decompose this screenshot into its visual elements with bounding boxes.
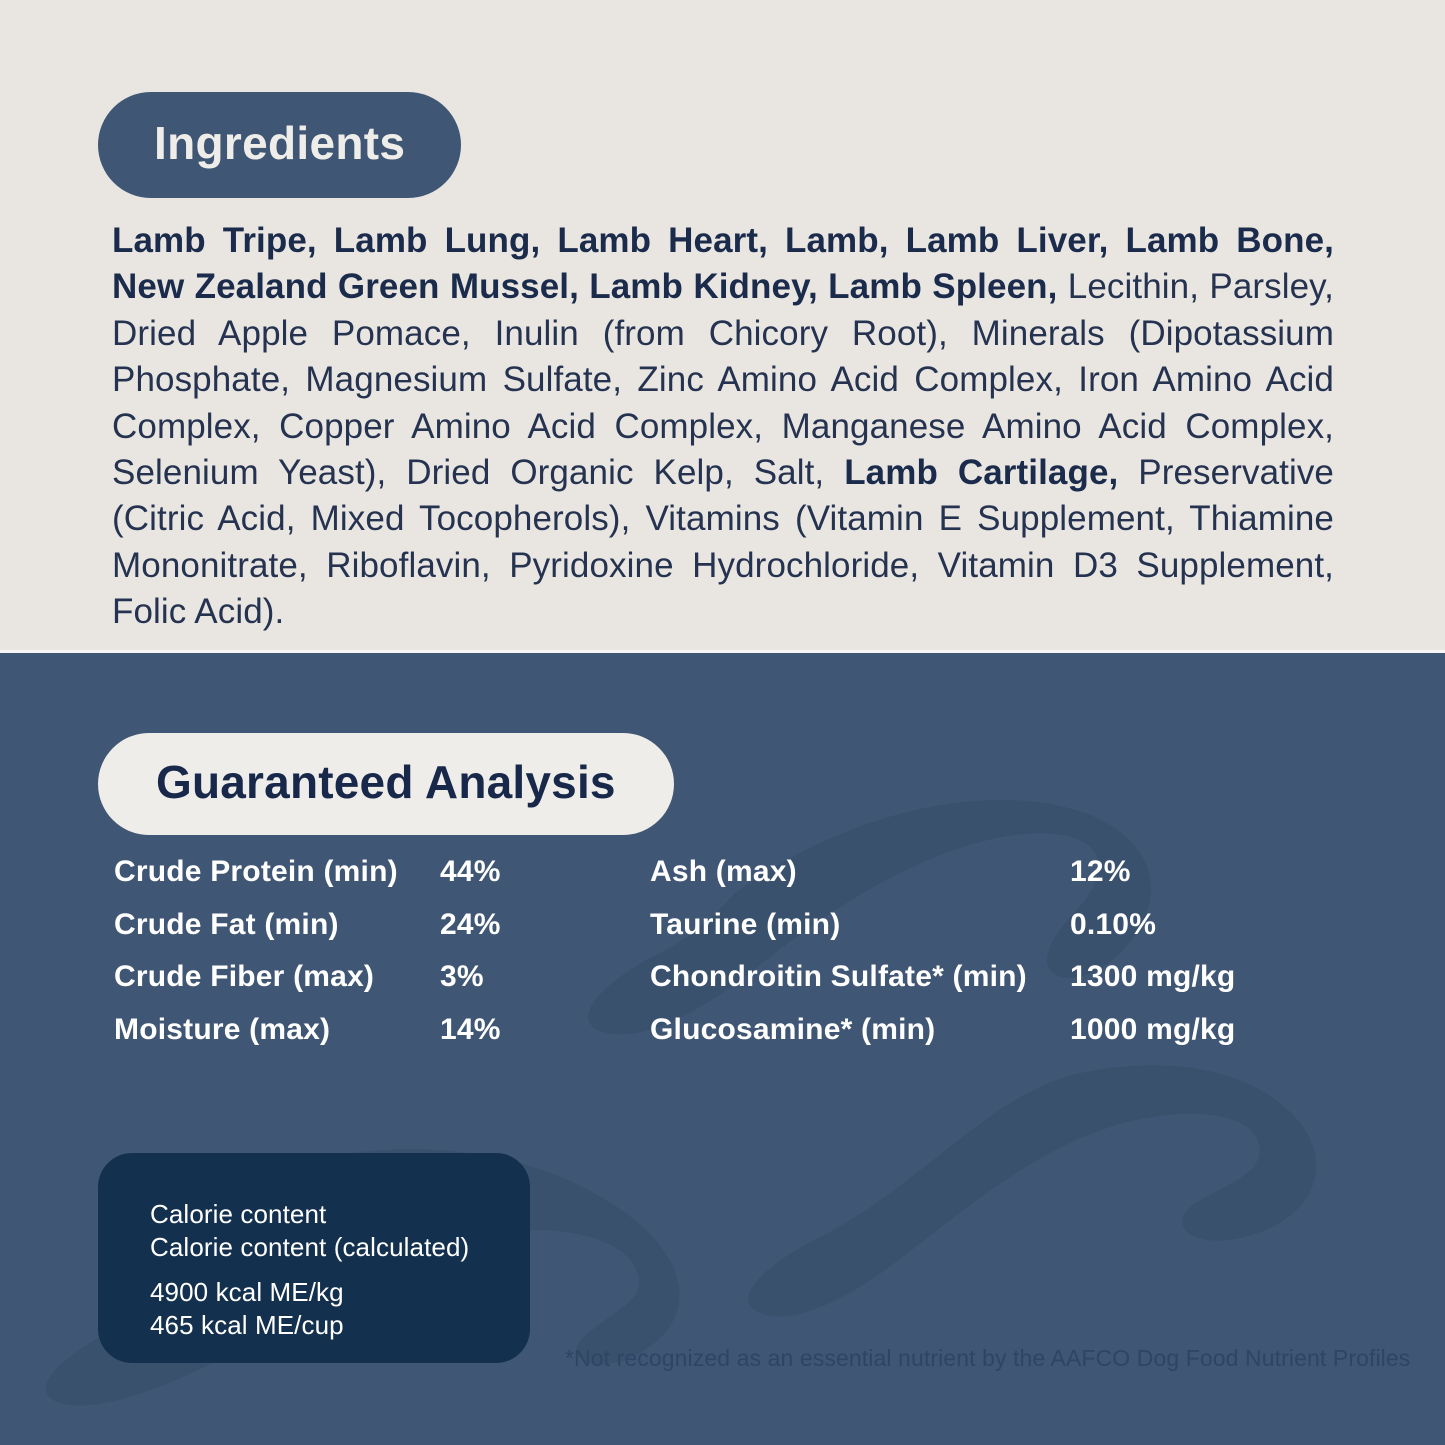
nutrient-label-right: Glucosamine* (min): [650, 1012, 936, 1046]
guaranteed-analysis-section: Guaranteed Analysis Crude Protein (min) 4…: [0, 653, 1445, 1445]
section-divider: [0, 650, 1445, 653]
nutrient-label-left: Crude Protein (min): [114, 855, 398, 888]
guaranteed-analysis-row: Crude Protein (min) 44% Ash (max) 12%: [114, 855, 1354, 908]
calorie-heading-line-1: Calorie content: [150, 1199, 327, 1229]
nutrient-value-left: 3%: [440, 960, 484, 993]
calorie-value-kcal-per-cup: 465 kcal ME/cup: [150, 1310, 344, 1340]
nutrient-value-left: 14%: [440, 1012, 501, 1046]
nutrient-label-right: Chondroitin Sulfate* (min): [650, 960, 1027, 993]
nutrient-label-left: Crude Fiber (max): [114, 960, 375, 993]
nutrient-value-right: 12%: [1070, 855, 1131, 888]
guaranteed-analysis-row: Moisture (max) 14% Glucosamine* (min) 1000 …: [114, 1013, 1354, 1066]
nutrient-label-left: Moisture (max): [114, 1012, 331, 1046]
nutrient-value-right: 0.10%: [1070, 907, 1157, 941]
nutrient-label-left: Crude Fat (min): [114, 907, 339, 941]
calorie-heading-line-2: Calorie content (calculated): [150, 1232, 470, 1262]
ingredients-list-text: Lamb Tripe, Lamb Lung, Lamb Heart, Lamb,…: [112, 218, 1334, 636]
guaranteed-analysis-row: Crude Fat (min) 24% Taurine (min) 0.10%: [114, 908, 1354, 961]
guaranteed-analysis-table: Crude Protein (min) 44% Ash (max) 12% Crude …: [114, 855, 1354, 1065]
nutrient-value-left: 24%: [440, 907, 501, 941]
ingredient-segment: Preservative (Citric Acid, Mixed Tocophe…: [112, 453, 1334, 632]
nutrient-label-right: Ash (max): [650, 855, 797, 888]
calorie-value-kcal-per-kg: 4900 kcal ME/kg: [150, 1277, 344, 1307]
nutrient-label-right: Taurine (min): [650, 907, 841, 941]
calorie-spacer: [150, 1264, 530, 1276]
aafco-footnote: *Not recognized as an essential nutrient…: [565, 1345, 1411, 1371]
ingredients-heading-pill: Ingredients: [98, 92, 462, 198]
calorie-content-box: Calorie content Calorie content (calcula…: [98, 1153, 530, 1363]
nutrient-value-left: 44%: [440, 855, 501, 888]
nutrient-value-right: 1000 mg/kg: [1070, 1012, 1236, 1046]
ingredients-section: Ingredients Lamb Tripe, Lamb Lung, Lamb …: [0, 0, 1445, 650]
ingredient-segment-bold: Lamb Tripe, Lamb Lung, Lamb Heart, Lamb,…: [112, 221, 1334, 307]
ingredient-segment: Lecithin, Parsley, Dried Apple Pomace, I…: [112, 267, 1335, 493]
ingredient-segment-bold: Lamb Cartilage,: [844, 453, 1119, 493]
nutrient-value-right: 1300 mg/kg: [1070, 960, 1236, 993]
guaranteed-analysis-heading-pill: Guaranteed Analysis: [98, 733, 674, 835]
guaranteed-analysis-row: Crude Fiber (max) 3% Chondroitin Sulfate* …: [114, 960, 1354, 1013]
